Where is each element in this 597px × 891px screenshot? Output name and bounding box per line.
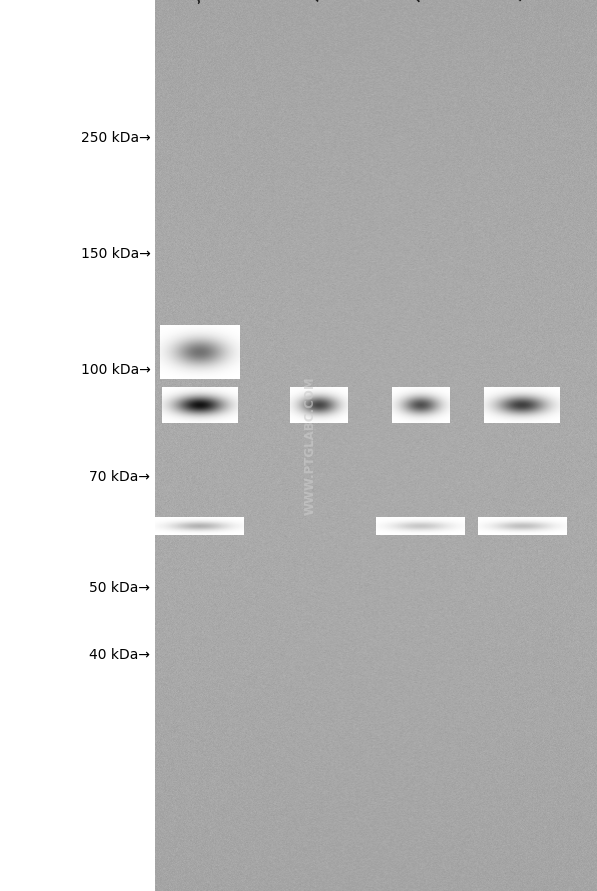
Text: RAW 264.7: RAW 264.7 [511, 0, 578, 4]
Text: 40 kDa→: 40 kDa→ [90, 648, 150, 662]
Text: 70 kDa→: 70 kDa→ [90, 470, 150, 484]
Text: 150 kDa→: 150 kDa→ [81, 247, 150, 261]
Text: 50 kDa→: 50 kDa→ [90, 581, 150, 595]
Text: WWW.PTGLABC.COM: WWW.PTGLABC.COM [303, 376, 316, 515]
Text: 250 kDa→: 250 kDa→ [81, 131, 150, 145]
Text: Jurkat: Jurkat [189, 0, 230, 4]
Text: NIH/3T3: NIH/3T3 [410, 0, 461, 4]
Text: 100 kDa→: 100 kDa→ [81, 363, 150, 377]
Text: ROS1728: ROS1728 [308, 0, 367, 4]
